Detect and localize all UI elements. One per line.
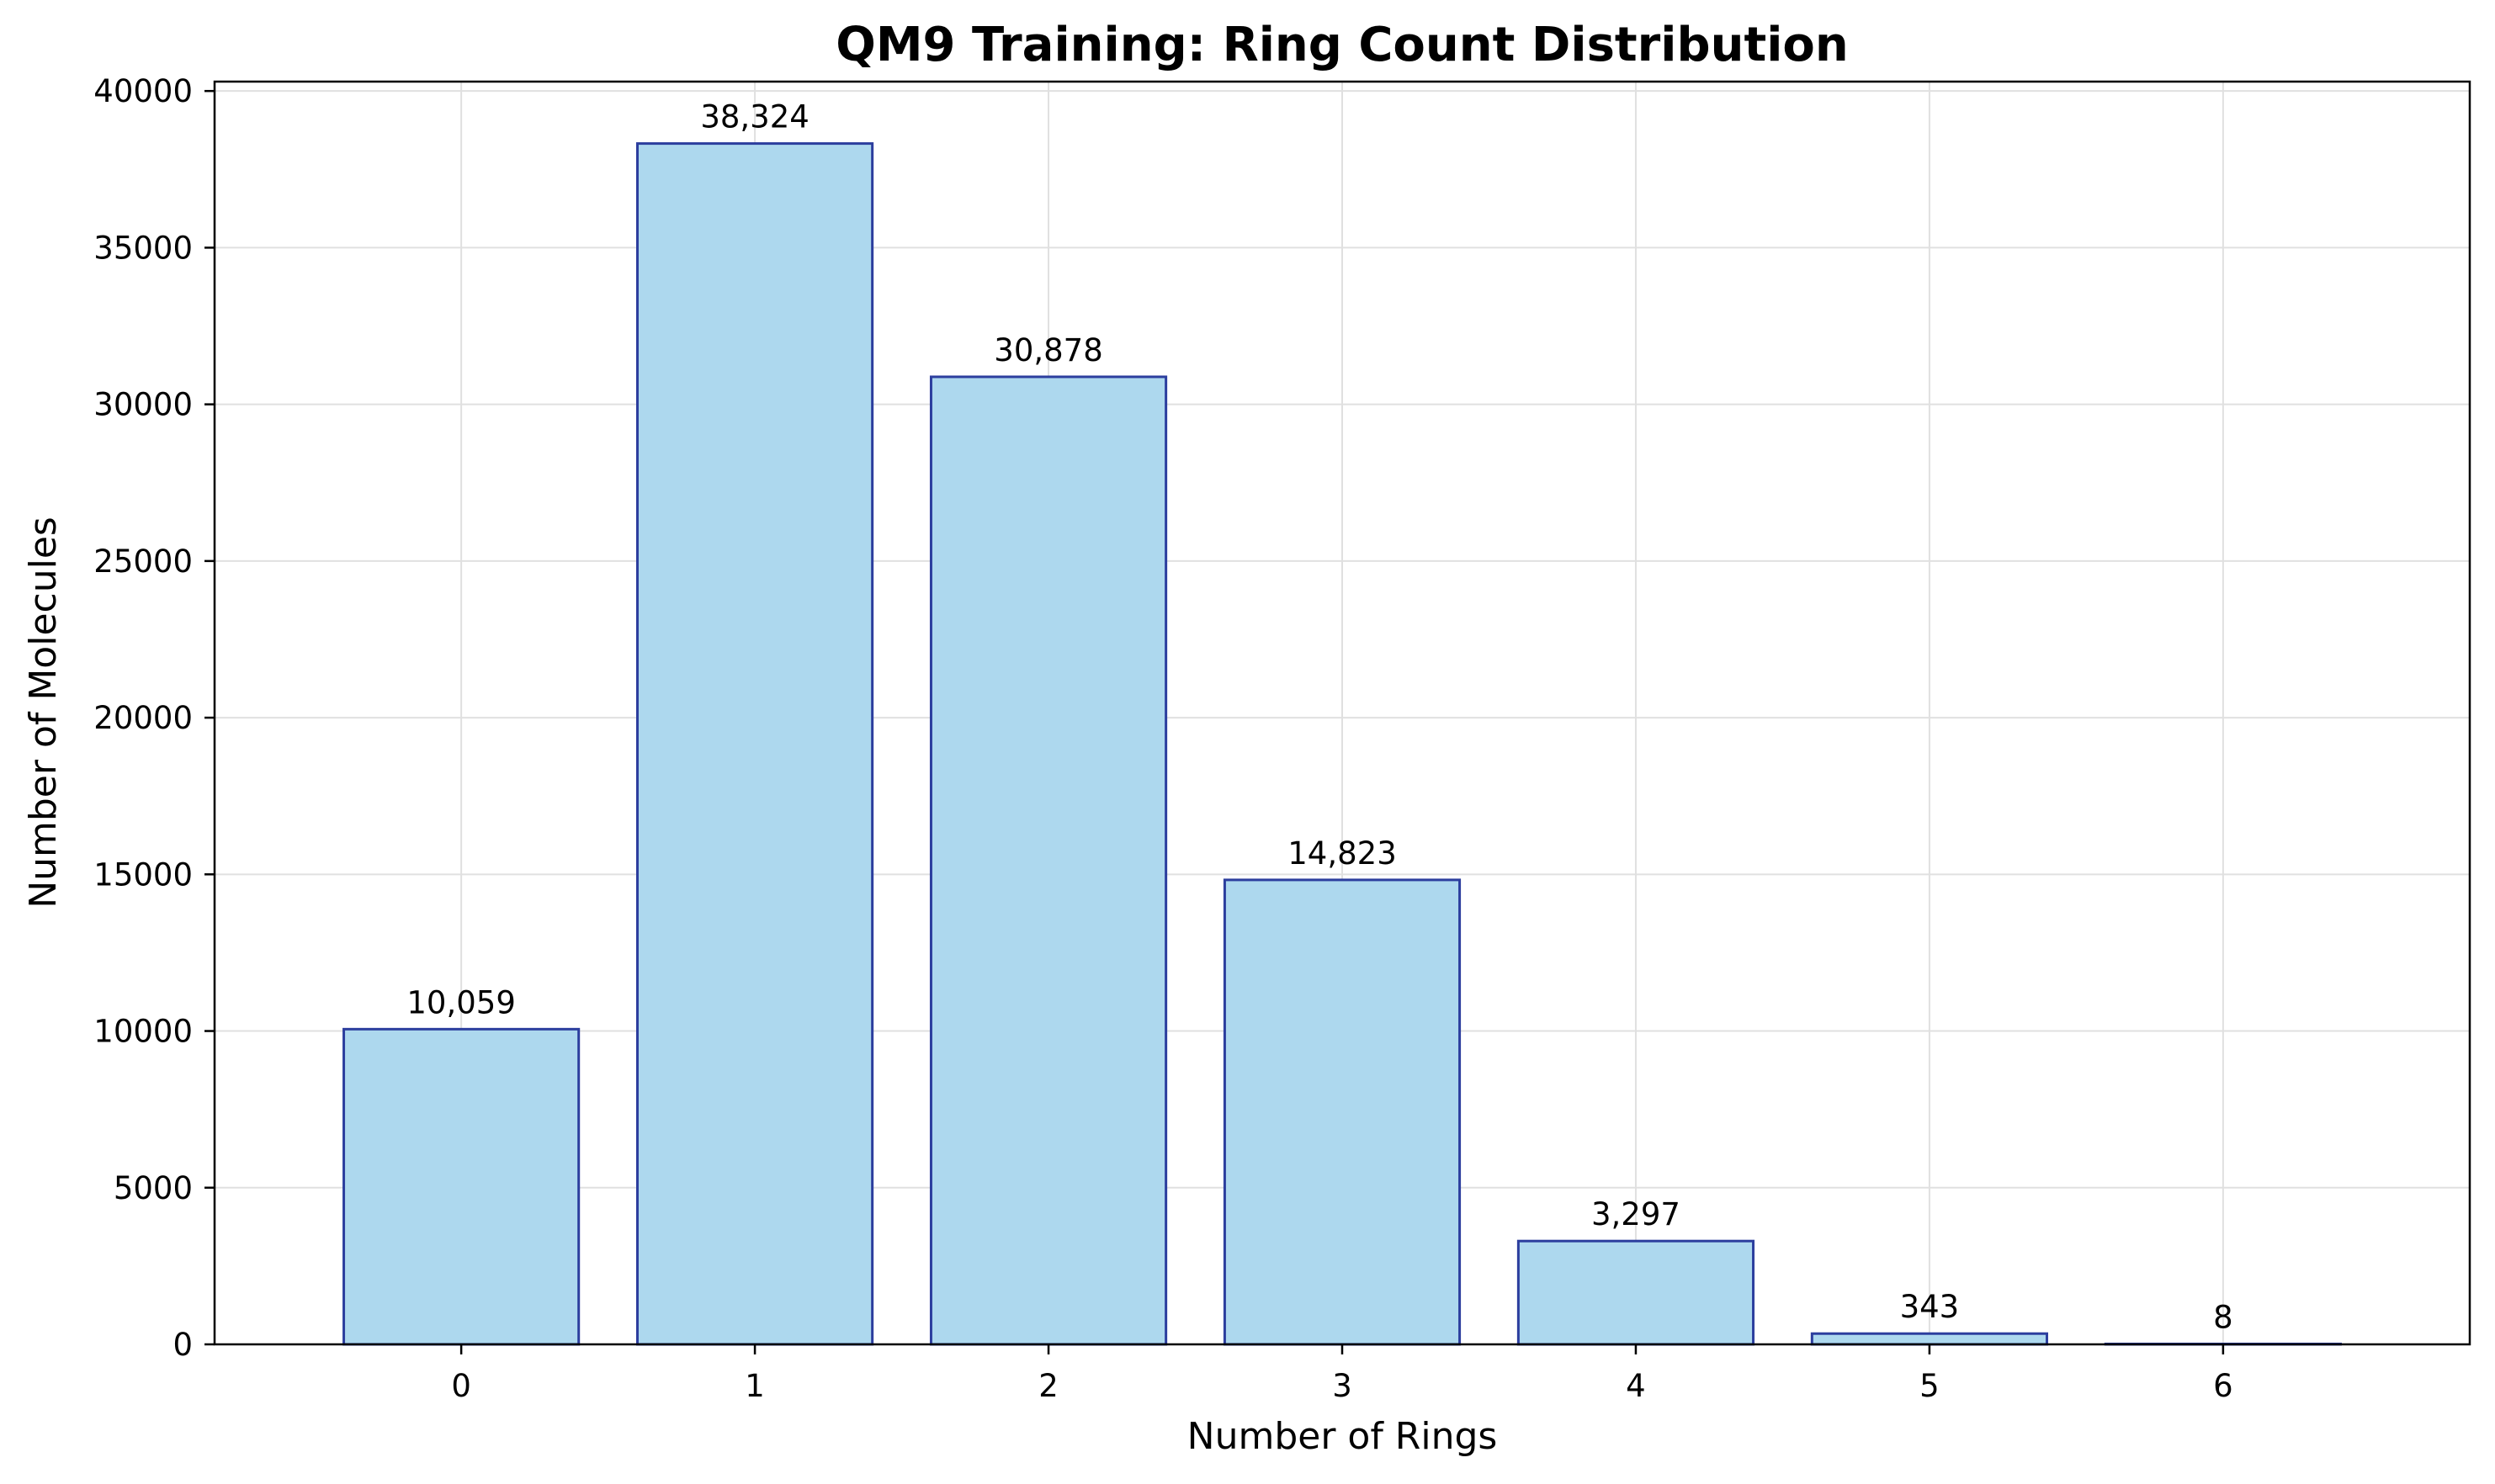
- y-tick-label-4: 20000: [93, 700, 193, 736]
- bar-value-label-3: 14,823: [1287, 835, 1396, 872]
- y-tick-label-6: 30000: [93, 387, 193, 423]
- x-tick-label-1: 1: [745, 1368, 765, 1404]
- y-tick-label-3: 15000: [93, 856, 193, 893]
- bar-value-label-6: 8: [2213, 1300, 2233, 1336]
- x-tick-label-6: 6: [2213, 1368, 2233, 1404]
- bar-2: [929, 375, 1168, 1346]
- bar-value-label-2: 30,878: [994, 332, 1102, 368]
- bar-3: [1223, 878, 1462, 1346]
- y-axis-ticks: 0 5000 10000 15000 20000 25000 30000 35000 40000: [93, 73, 215, 1363]
- x-tick-label-2: 2: [1038, 1368, 1059, 1404]
- y-tick-label-7: 35000: [93, 230, 193, 266]
- y-tick-label-1: 5000: [114, 1170, 193, 1206]
- y-tick-label-2: 10000: [93, 1014, 193, 1050]
- y-tick-label-5: 25000: [93, 543, 193, 580]
- bar-value-label-0: 10,059: [406, 984, 515, 1020]
- bar-4: [1516, 1239, 1755, 1346]
- bar-0: [342, 1027, 581, 1346]
- bar-value-label-4: 3,297: [1591, 1196, 1680, 1232]
- x-axis-label: Number of Rings: [1187, 1415, 1498, 1458]
- bar-value-label-5: 343: [1900, 1289, 1960, 1325]
- x-tick-label-0: 0: [451, 1368, 471, 1404]
- bar-1: [636, 142, 874, 1346]
- x-axis-ticks: 0 1 2 3 4 5 6: [451, 1344, 2233, 1404]
- x-tick-label-3: 3: [1332, 1368, 1352, 1404]
- bars: [342, 142, 2342, 1346]
- bar-5: [1810, 1332, 2048, 1346]
- bar-value-label-1: 38,324: [700, 99, 809, 135]
- x-tick-label-5: 5: [1919, 1368, 1940, 1404]
- chart-title: QM9 Training: Ring Count Distribution: [836, 18, 1849, 72]
- y-tick-label-8: 40000: [93, 73, 193, 109]
- y-axis-label: Number of Molecules: [22, 517, 65, 909]
- y-tick-label-0: 0: [173, 1327, 193, 1363]
- x-tick-label-4: 4: [1626, 1368, 1646, 1404]
- bar-value-labels: 10,059 38,324 30,878 14,823 3,297 343 8: [406, 99, 2232, 1336]
